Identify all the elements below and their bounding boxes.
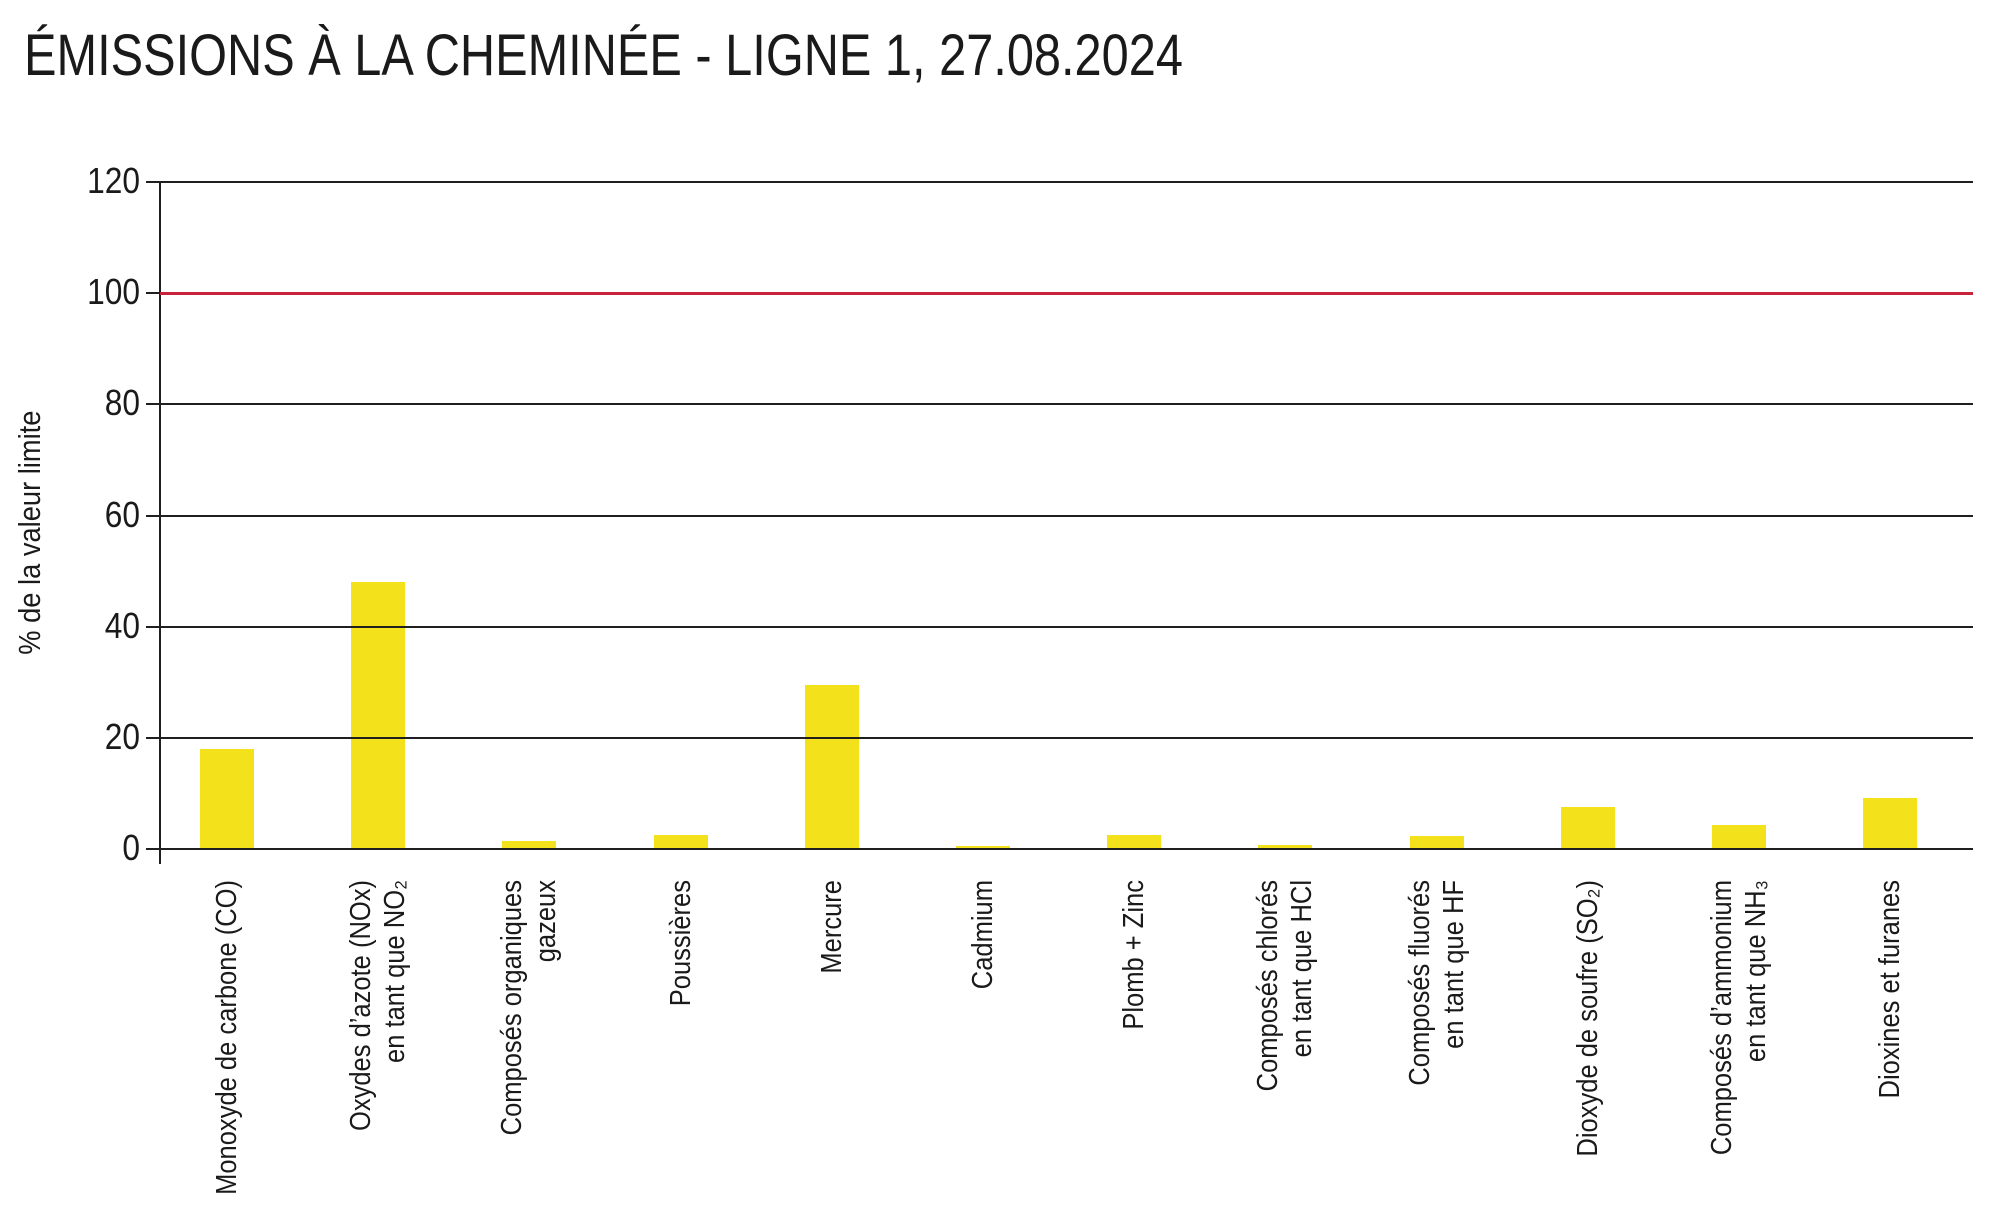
- x-axis-label-text: Dioxyde de soufre (SO₂): [1571, 880, 1604, 1157]
- tick-mark: [146, 625, 160, 628]
- gridline: [160, 403, 1973, 406]
- y-tick-label: 60: [104, 493, 140, 535]
- bar: [1712, 824, 1766, 849]
- y-tick-label: 80: [104, 382, 140, 424]
- bar: [1560, 807, 1615, 849]
- y-axis: [159, 182, 161, 864]
- y-tick-label: 0: [122, 827, 140, 868]
- y-tick-label: 20: [104, 715, 140, 757]
- tick-mark: [146, 736, 160, 739]
- bar: [956, 845, 1010, 849]
- tick-mark: [146, 181, 160, 183]
- bar: [1409, 836, 1464, 849]
- x-axis-label-text: Composés organiques gazeux: [496, 880, 563, 1136]
- x-axis-label-text: Poussières: [664, 880, 697, 1007]
- gridline: [160, 181, 1973, 183]
- x-axis-label-text: Composés fluorés en tant que HF: [1403, 880, 1470, 1086]
- gridline: [160, 736, 1973, 739]
- gridline: [160, 848, 1973, 850]
- bar: [1107, 835, 1162, 849]
- x-axis-label-text: Oxydes d’azote (NOx) en tant que NO₂: [345, 880, 412, 1132]
- bar: [200, 748, 254, 849]
- y-tick-label: 120: [87, 160, 140, 201]
- bar: [502, 841, 557, 849]
- bar: [1863, 797, 1918, 849]
- x-axis-label-text: Dioxines et furanes: [1874, 880, 1907, 1099]
- y-tick-label: 100: [87, 271, 140, 313]
- tick-mark: [146, 403, 160, 406]
- gridline: [160, 625, 1973, 628]
- tick-mark: [146, 848, 160, 850]
- chart-title: ÉMISSIONS À LA CHEMINÉE - LIGNE 1, 27.08…: [24, 23, 1183, 88]
- tick-mark: [146, 514, 160, 517]
- x-axis-label-text: Composés d’ammonium en tant que NH₃: [1706, 880, 1772, 1156]
- bar: [351, 582, 406, 849]
- x-axis-label-text: Mercure: [815, 880, 848, 974]
- tick-mark: [146, 292, 160, 295]
- bar: [804, 685, 859, 849]
- x-axis-label-text: Monoxyde de carbone (CO): [211, 880, 243, 1195]
- bar: [1258, 844, 1313, 849]
- bar: [653, 835, 708, 849]
- x-axis-label-text: Plomb + Zinc: [1118, 880, 1151, 1030]
- y-tick-label: 40: [104, 604, 140, 646]
- x-axis-label-text: Cadmium: [967, 880, 999, 990]
- gridline: [160, 514, 1973, 517]
- x-axis-label-text: Composés chlorés en tant que HCl: [1252, 880, 1319, 1092]
- limit-line: [160, 291, 1973, 295]
